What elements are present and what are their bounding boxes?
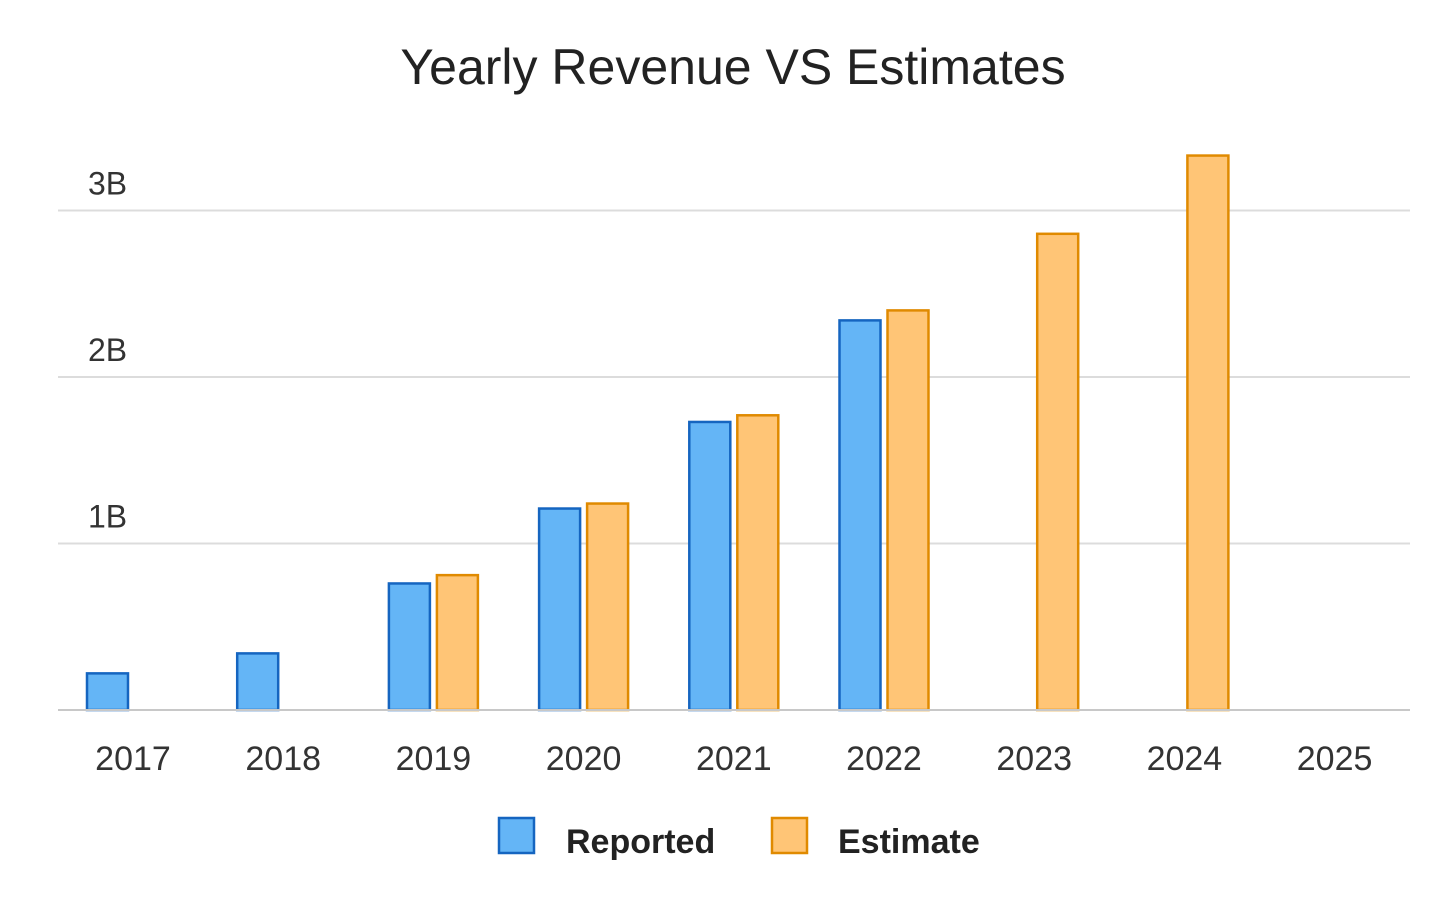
bar-reported-2019 [387, 582, 432, 712]
x-tick-label: 2025 [1297, 740, 1373, 778]
y-axis-ticks: 1B 2B 3B [88, 166, 127, 535]
x-tick-label: 2023 [996, 740, 1072, 778]
bar-reported-2017 [85, 672, 130, 712]
y-tick-label: 1B [88, 499, 127, 535]
x-tick-label: 2017 [95, 740, 171, 778]
x-tick-label: 2021 [696, 740, 772, 778]
bar-estimate-2022 [886, 309, 930, 712]
legend-label-reported: Reported [566, 823, 715, 861]
x-tick-label: 2024 [1147, 740, 1223, 778]
bar-reported-2020 [537, 507, 582, 712]
legend-label-estimate: Estimate [838, 823, 980, 861]
bar-reported-2021 [688, 420, 732, 712]
bar-estimate-2024 [1186, 154, 1230, 712]
gridlines [58, 209, 1410, 545]
bar-estimate-2021 [736, 414, 780, 712]
x-axis-ticks: 2017 2018 2019 2020 2021 2022 2023 2024 2025 [95, 740, 1372, 778]
x-tick-label: 2018 [245, 740, 321, 778]
x-tick-label: 2022 [846, 740, 922, 778]
legend: Reported Estimate [497, 816, 980, 861]
bar-estimate-2020 [585, 502, 630, 712]
bar-estimate-2023 [1035, 232, 1080, 712]
bars [85, 154, 1230, 712]
y-tick-label: 2B [88, 332, 127, 368]
legend-swatch-reported [497, 816, 536, 855]
bar-estimate-2019 [435, 573, 480, 712]
legend-swatch-estimate [770, 816, 809, 855]
x-tick-label: 2019 [396, 740, 472, 778]
chart-title: Yearly Revenue VS Estimates [400, 39, 1065, 95]
bar-reported-2022 [838, 319, 882, 712]
x-tick-label: 2020 [546, 740, 622, 778]
bar-reported-2018 [235, 652, 280, 712]
y-tick-label: 3B [88, 166, 127, 202]
